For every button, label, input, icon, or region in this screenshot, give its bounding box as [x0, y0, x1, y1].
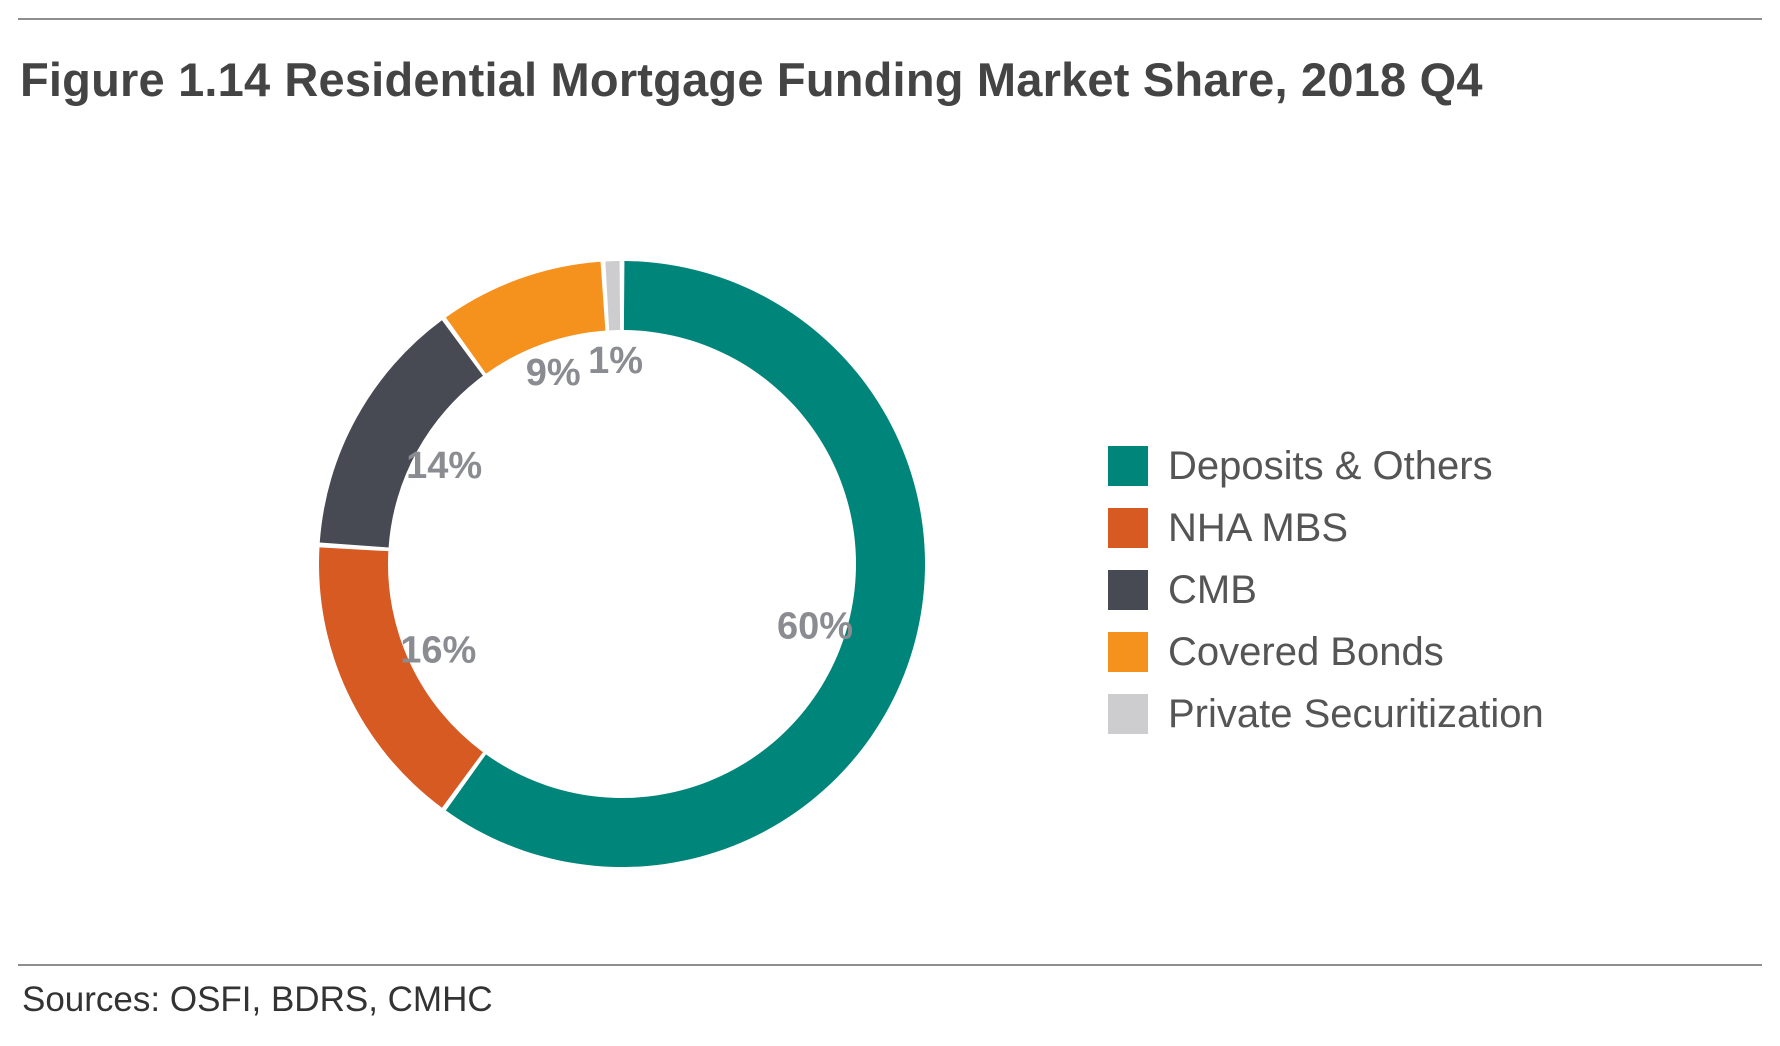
slice-private-securitization [605, 261, 621, 331]
legend-swatch [1108, 694, 1148, 734]
data-label-covered-bonds: 9% [526, 352, 581, 394]
data-label-private-securitization: 1% [588, 340, 643, 382]
legend-swatch [1108, 446, 1148, 486]
bottom-rule [18, 964, 1762, 966]
legend-label: Deposits & Others [1168, 444, 1493, 488]
slice-deposits-and-others [445, 261, 925, 868]
data-label-cmb: 14% [406, 445, 482, 487]
slice-covered-bonds [445, 261, 606, 374]
chart-title: Figure 1.14 Residential Mortgage Funding … [20, 52, 1483, 107]
legend-swatch [1108, 508, 1148, 548]
donut-data-labels: 60% 16% 14% 9% 1% [400, 340, 853, 671]
top-rule [18, 18, 1762, 20]
figure-title: Residential Mortgage Funding Market Shar… [284, 53, 1483, 106]
legend-label: NHA MBS [1168, 506, 1349, 550]
chart-source-note: Sources: OSFI, BDRS, CMHC [22, 980, 493, 1019]
legend-swatch [1108, 570, 1148, 610]
slice-cmb [319, 320, 483, 548]
data-label-nha-mbs: 16% [400, 629, 476, 671]
slice-nha-mbs [319, 547, 483, 808]
legend-swatch [1108, 632, 1148, 672]
legend-label: Private Securitization [1168, 692, 1544, 736]
legend-label: CMB [1168, 568, 1257, 612]
figure-number: Figure 1.14 [20, 53, 271, 106]
donut-slices [319, 261, 925, 868]
legend-label: Covered Bonds [1168, 630, 1444, 674]
data-label-deposits-and-others: 60% [777, 606, 853, 648]
